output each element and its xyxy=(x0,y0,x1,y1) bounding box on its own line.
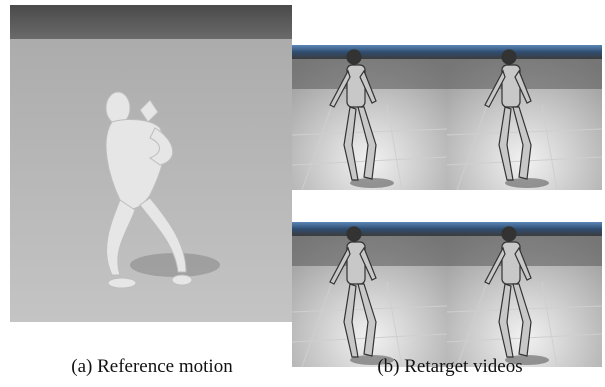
reference-motion-image xyxy=(10,5,292,322)
retarget-video-frames xyxy=(292,45,602,367)
caption: (a) Reference motion xyxy=(71,356,233,377)
caption: (b) Retarget videos xyxy=(377,356,522,377)
figure: (a) Reference motion (b) Retarget videos xyxy=(0,0,605,387)
